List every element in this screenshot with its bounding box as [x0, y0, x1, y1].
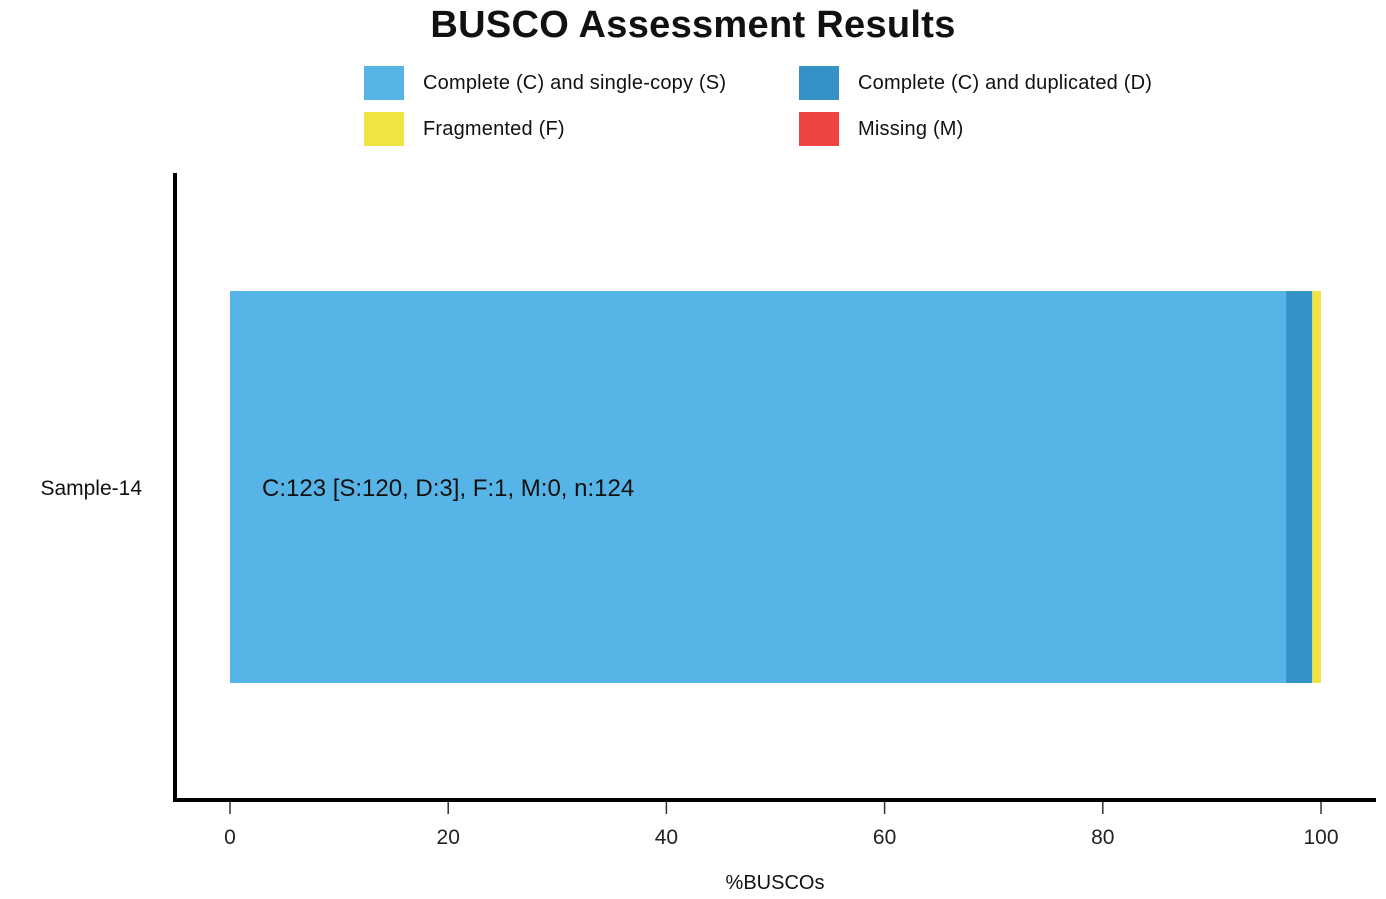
y-labels-group: Sample-14	[40, 477, 142, 500]
bar-segment-3	[1312, 291, 1321, 683]
x-tick-label: 40	[655, 826, 678, 849]
y-category-label: Sample-14	[40, 477, 142, 500]
legend-item-fragmented: Fragmented (F)	[364, 112, 565, 146]
legend-item-duplicated: Complete (C) and duplicated (D)	[799, 66, 1152, 100]
legend-swatch-single-copy	[364, 66, 404, 100]
x-tick-label: 100	[1303, 826, 1338, 849]
x-tick-label: 20	[437, 826, 460, 849]
legend-swatch-fragmented	[364, 112, 404, 146]
bar-segment-1	[230, 291, 1287, 683]
x-ticks-group: 0 20 40 60 80 100	[224, 802, 1339, 849]
x-axis-title: %BUSCOs	[726, 872, 825, 894]
x-tick-label: 60	[873, 826, 896, 849]
legend-label-fragmented: Fragmented (F)	[423, 117, 565, 140]
legend-label-single-copy: Complete (C) and single-copy (S)	[423, 71, 727, 94]
bar-annotation: C:123 [S:120, D:3], F:1, M:0, n:124	[262, 475, 634, 502]
x-tick-label: 0	[224, 826, 236, 849]
chart-title: BUSCO Assessment Results	[430, 4, 956, 46]
bars-group	[230, 291, 1321, 683]
legend-item-single-copy: Complete (C) and single-copy (S)	[364, 66, 726, 100]
bar-segment-2	[1286, 291, 1313, 683]
legend-label-duplicated: Complete (C) and duplicated (D)	[858, 71, 1153, 94]
legend-swatch-duplicated	[799, 66, 839, 100]
legend-swatch-missing	[799, 112, 839, 146]
legend-item-missing: Missing (M)	[799, 112, 964, 146]
legend-label-missing: Missing (M)	[858, 117, 964, 140]
x-tick-label: 80	[1091, 826, 1114, 849]
